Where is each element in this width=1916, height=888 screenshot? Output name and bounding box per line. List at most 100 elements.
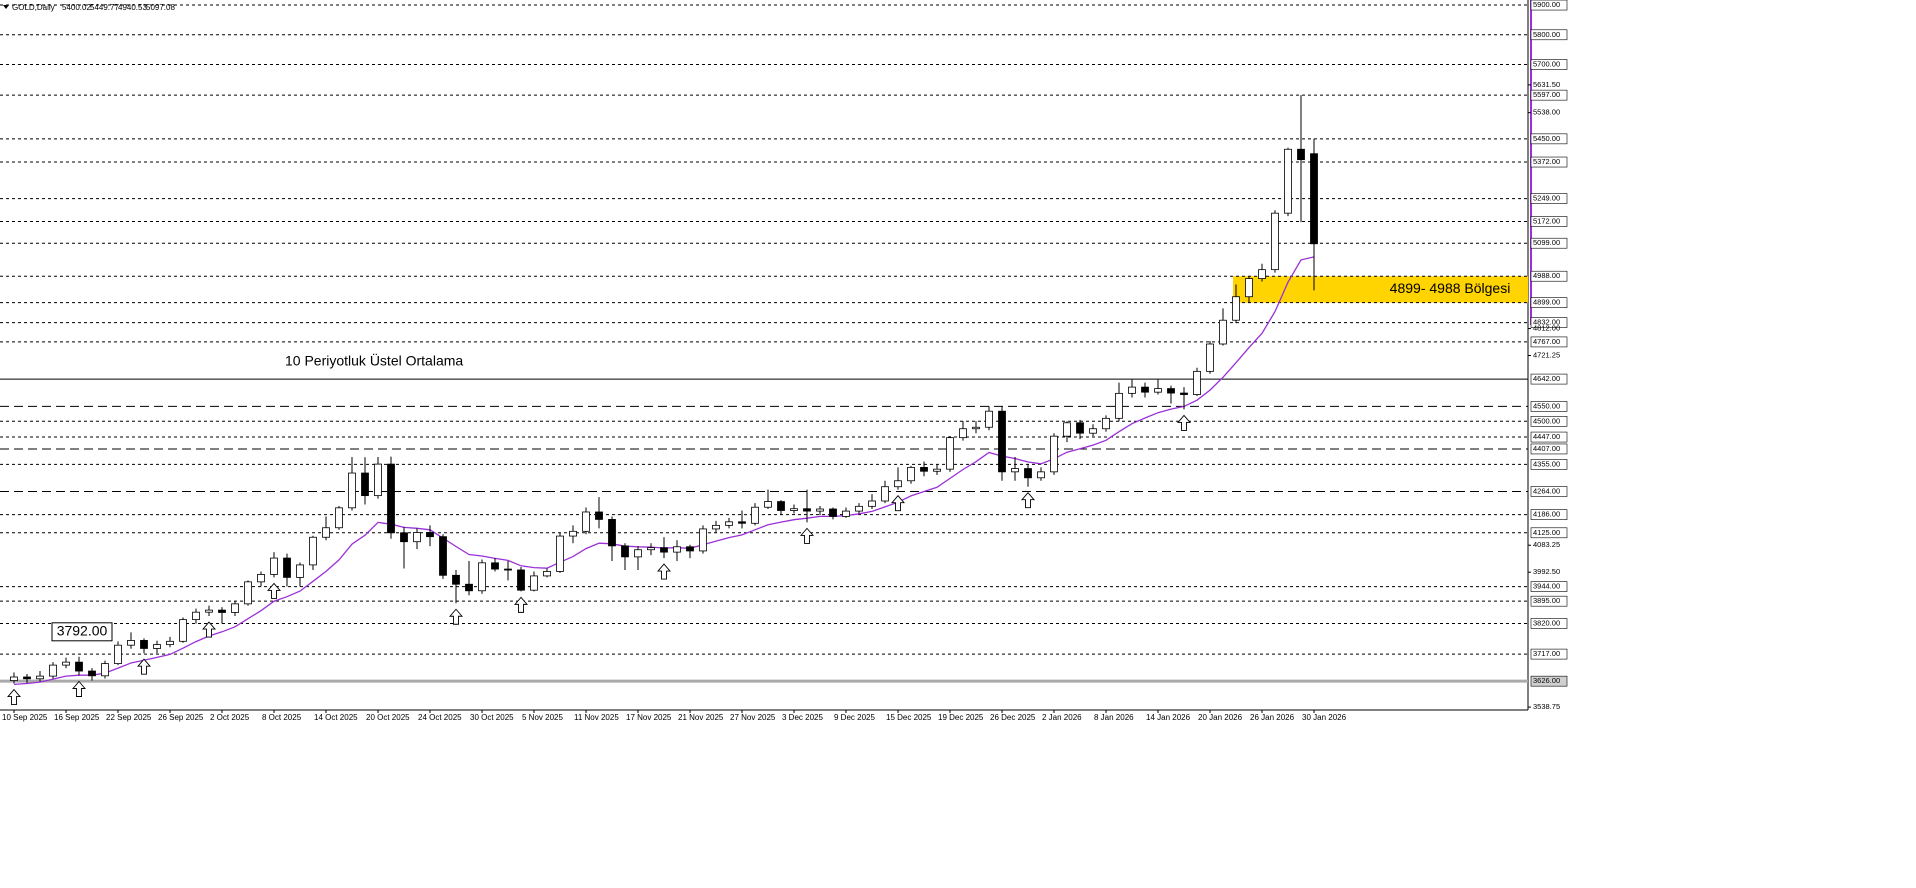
candle-body	[478, 562, 486, 592]
candle	[231, 601, 239, 617]
y-tick-label: 4812.00	[1533, 324, 1560, 333]
candle	[712, 520, 720, 533]
level-label-box	[1530, 373, 1568, 385]
candle-body	[1232, 296, 1240, 321]
y-tick-label: 4721.25	[1533, 351, 1560, 360]
candle-body	[543, 571, 551, 577]
y-tick-label: 3538.75	[1533, 702, 1560, 711]
candle	[36, 671, 44, 682]
candle-body	[972, 426, 980, 430]
candle	[153, 640, 161, 654]
candle	[959, 421, 967, 441]
x-tick-label: 15 Dec 2025	[886, 713, 932, 722]
up-arrow	[449, 608, 463, 625]
candle-body	[1024, 468, 1032, 479]
up-arrow	[1177, 414, 1191, 431]
level-label-box	[1530, 0, 1568, 11]
candle-body	[270, 557, 278, 575]
x-tick-label: 9 Dec 2025	[834, 713, 875, 722]
candle-body	[49, 664, 57, 677]
candle	[1219, 308, 1227, 346]
candle-body	[387, 463, 395, 534]
candle-body	[1206, 343, 1214, 372]
candle-body	[556, 535, 564, 572]
candle	[569, 525, 577, 544]
level-label: 4264.00	[1533, 486, 1560, 495]
level-label-box	[1530, 431, 1568, 443]
candle-body	[439, 536, 447, 576]
candle	[348, 456, 356, 511]
up-arrow	[800, 527, 814, 544]
candle-body	[1102, 417, 1110, 430]
candle-body	[1011, 468, 1019, 473]
x-tick-label: 14 Oct 2025	[314, 713, 358, 722]
candle-body	[504, 568, 512, 571]
candle-body	[1115, 392, 1123, 419]
candle-body	[1193, 370, 1201, 395]
level-label-box	[1530, 156, 1568, 168]
candle	[1206, 341, 1214, 374]
candle	[1284, 147, 1292, 217]
candle	[1115, 382, 1123, 422]
candle-body	[348, 472, 356, 509]
candle	[1258, 263, 1266, 282]
level-label: 3626.00	[1533, 676, 1560, 685]
candle	[725, 517, 733, 529]
candle-body	[933, 468, 941, 472]
y-tick-label: 4083.25	[1533, 540, 1560, 549]
candle	[777, 500, 785, 515]
candle	[361, 457, 369, 505]
candle-body	[231, 603, 239, 613]
x-tick-label: 8 Jan 2026	[1094, 713, 1134, 722]
level-label-box	[1530, 270, 1568, 282]
candle	[244, 580, 252, 606]
candle	[335, 506, 343, 530]
candle	[829, 507, 837, 520]
candle-body	[335, 507, 343, 529]
y-tick-label: 5631.50	[1533, 80, 1560, 89]
level-label: 5172.00	[1533, 216, 1560, 225]
candle	[1245, 276, 1253, 303]
x-tick-label: 22 Sep 2025	[106, 713, 152, 722]
candle	[686, 544, 694, 559]
zone	[1233, 276, 1528, 303]
header-close: 5097.08	[146, 3, 175, 12]
candle-body	[257, 574, 265, 583]
level-label: 5597.00	[1533, 90, 1560, 99]
candle	[270, 552, 278, 578]
candle	[1089, 424, 1097, 437]
level-label-box	[1530, 595, 1568, 607]
candle-body	[153, 644, 161, 649]
candle	[1141, 382, 1149, 398]
level-label: 5099.00	[1533, 238, 1560, 247]
level-label: 3820.00	[1533, 618, 1560, 627]
candle	[894, 467, 902, 490]
x-tick-label: 30 Oct 2025	[470, 713, 514, 722]
candle	[413, 528, 421, 550]
candle-body	[855, 505, 863, 512]
header-open: 5400.02	[62, 3, 91, 12]
candle-body	[1141, 386, 1149, 393]
candle	[1063, 421, 1071, 443]
candle	[179, 617, 187, 643]
candle	[1102, 415, 1110, 432]
x-tick-label: 21 Nov 2025	[678, 713, 724, 722]
candle	[1011, 456, 1019, 481]
candle-body	[127, 640, 135, 646]
candle-body	[36, 675, 44, 680]
candle	[998, 406, 1006, 481]
candle-body	[530, 575, 538, 591]
candle	[868, 494, 876, 510]
x-tick-label: 14 Jan 2026	[1146, 713, 1191, 722]
x-tick-label: 2 Jan 2026	[1042, 713, 1082, 722]
x-tick-label: 16 Sep 2025	[54, 713, 100, 722]
level-label: 5372.00	[1533, 157, 1560, 166]
header-title: GOLD,Daily	[12, 3, 55, 12]
x-tick-label: 24 Oct 2025	[418, 713, 462, 722]
candle-body	[582, 511, 590, 532]
up-arrow	[137, 658, 151, 675]
candle-body	[790, 508, 798, 511]
candle-body	[881, 486, 889, 502]
candle	[114, 641, 122, 666]
level-label-box	[1530, 89, 1568, 101]
